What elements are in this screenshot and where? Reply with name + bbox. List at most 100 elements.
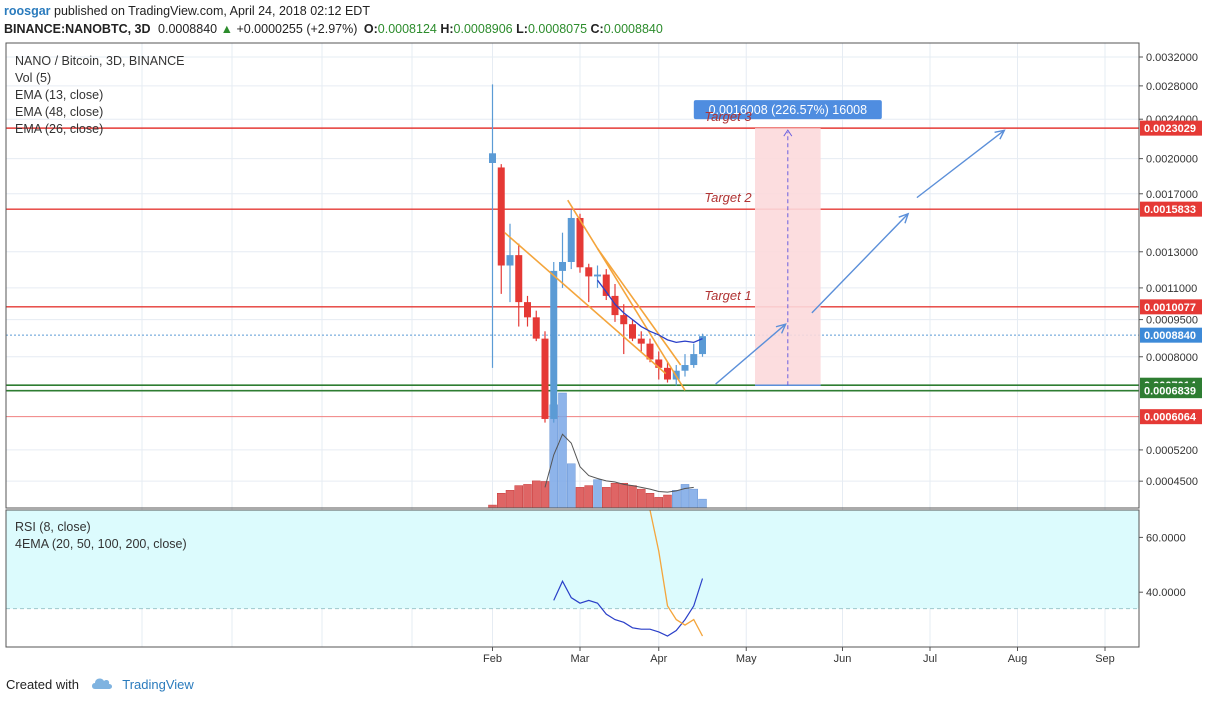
- author-link[interactable]: roosgar: [4, 4, 51, 18]
- candle-body: [576, 217, 584, 268]
- volume-bar: [645, 493, 655, 509]
- close-label: C:: [590, 22, 604, 36]
- y-tick-label: 0.0008000: [1146, 352, 1198, 364]
- volume-bar: [619, 482, 628, 509]
- legend-ema26: EMA (26, close): [15, 122, 103, 136]
- volume-bar: [593, 479, 602, 509]
- volume-bar: [654, 497, 663, 509]
- projection-arrow-1: [811, 213, 909, 314]
- x-tick-label: Aug: [1008, 653, 1028, 665]
- candle-body: [515, 255, 523, 303]
- channel-line-1: [567, 199, 686, 391]
- y-tick-label: 0.0004500: [1146, 476, 1198, 488]
- target-label-2: Target 2: [704, 190, 752, 205]
- legend-ema13: EMA (13, close): [15, 88, 103, 102]
- overlays: Target 3 Target 2 Target 1: [504, 109, 1006, 391]
- y-tick-label: 0.0013000: [1146, 247, 1198, 259]
- x-tick-label: Apr: [650, 653, 667, 665]
- rsi-pane-frame: [5, 509, 1140, 648]
- y-tick-label: 0.0020000: [1146, 154, 1198, 166]
- low-value: 0.0008075: [527, 22, 588, 36]
- volume-bar: [628, 485, 637, 509]
- created-with-text: Created with: [6, 677, 79, 692]
- volume-bar: [602, 487, 611, 509]
- x-tick-label: Sep: [1095, 653, 1115, 665]
- volume-bar: [663, 494, 672, 509]
- candle-body: [699, 336, 706, 355]
- target-label-3: Target 3: [704, 109, 752, 124]
- price-tag-bg: [1140, 409, 1202, 425]
- price-tag-label: 0.0008840: [1144, 330, 1196, 342]
- measure-box: 0.0016008 (226.57%) 16008: [693, 100, 882, 386]
- horizontal-levels: [6, 127, 1139, 418]
- publish-line: roosgar published on TradingView.com, Ap…: [4, 4, 370, 18]
- open-label: O:: [363, 22, 378, 36]
- open-value: 0.0008124: [377, 22, 437, 36]
- candle-body: [559, 261, 566, 271]
- measure-label-bg: [693, 100, 882, 120]
- candle-body: [620, 315, 628, 325]
- high-label: H:: [440, 22, 454, 36]
- tradingview-link[interactable]: TradingView: [122, 677, 194, 692]
- measure-arrowhead: [783, 129, 793, 137]
- y-tick-label: 0.0017000: [1146, 189, 1198, 201]
- candle-body: [629, 324, 636, 339]
- y-tick-label: 0.0028000: [1146, 81, 1198, 93]
- price-tag-bg: [1140, 327, 1202, 343]
- measure-label: 0.0016008 (226.57%) 16008: [709, 103, 868, 117]
- volume-bar: [523, 484, 532, 509]
- y-tick-label: 0.0011000: [1146, 283, 1197, 295]
- price-tag-bg: [1140, 120, 1202, 136]
- projection-arrowhead-1: [898, 212, 910, 224]
- legend-vol: Vol (5): [15, 71, 51, 85]
- candle-body: [655, 359, 663, 368]
- rsi-tick-label: 40.0000: [1146, 587, 1186, 599]
- x-tick-label: Jul: [923, 653, 937, 665]
- candle-body: [681, 365, 689, 371]
- high-value: 0.0008906: [453, 22, 513, 36]
- candle-body: [611, 295, 619, 316]
- volume-bar: [505, 490, 515, 509]
- axes: 0.00320000.00280000.00240000.00200000.00…: [483, 52, 1202, 665]
- volume-bar: [637, 488, 646, 509]
- price-tag-label: 0.0006839: [1144, 386, 1196, 398]
- legend-ema48: EMA (48, close): [15, 105, 103, 119]
- candle-body: [585, 267, 593, 277]
- ema-line: [596, 279, 703, 344]
- target-label-1: Target 1: [704, 288, 751, 303]
- x-tick-label: Feb: [483, 653, 502, 665]
- volume-bar: [575, 487, 585, 509]
- y-tick-label: 0.0009500: [1146, 315, 1198, 327]
- legend-rsi: RSI (8, close): [15, 520, 91, 534]
- price-tag-bg: [1140, 201, 1202, 217]
- channel-line-2: [596, 248, 682, 366]
- candle-body: [532, 317, 540, 339]
- candle-body: [506, 255, 514, 266]
- candle-body: [489, 153, 496, 163]
- tradingview-cloud-icon: [91, 677, 113, 694]
- price-tag-label: 0.0015833: [1144, 204, 1196, 216]
- price-tag-bg: [1140, 383, 1202, 399]
- price-change: +0.0000255 (+2.97%): [236, 22, 358, 36]
- volume-bars: [488, 392, 707, 509]
- close-value: 0.0008840: [603, 22, 663, 36]
- x-tick-label: Mar: [571, 653, 590, 665]
- symbol-line: BINANCE:NANOBTC, 3D 0.0008840 ▲ +0.00002…: [4, 22, 663, 36]
- candle-body: [567, 217, 575, 262]
- volume-bar: [584, 485, 593, 509]
- publish-info: published on TradingView.com, April 24, …: [54, 4, 370, 18]
- candle-body: [602, 274, 610, 296]
- candle-body: [594, 274, 601, 277]
- volume-bar: [610, 482, 620, 509]
- price-tag-label: 0.0010077: [1144, 302, 1196, 314]
- candles: [489, 84, 706, 423]
- candle-body: [637, 338, 645, 344]
- candle-body: [664, 367, 671, 380]
- volume-bar: [567, 463, 576, 509]
- channel-line-0: [504, 232, 667, 375]
- pane-frames: [5, 42, 1140, 648]
- legend-4ema: 4EMA (20, 50, 100, 200, close): [15, 537, 187, 551]
- footer: Created with TradingView: [6, 677, 194, 694]
- rsi-line: [553, 578, 704, 637]
